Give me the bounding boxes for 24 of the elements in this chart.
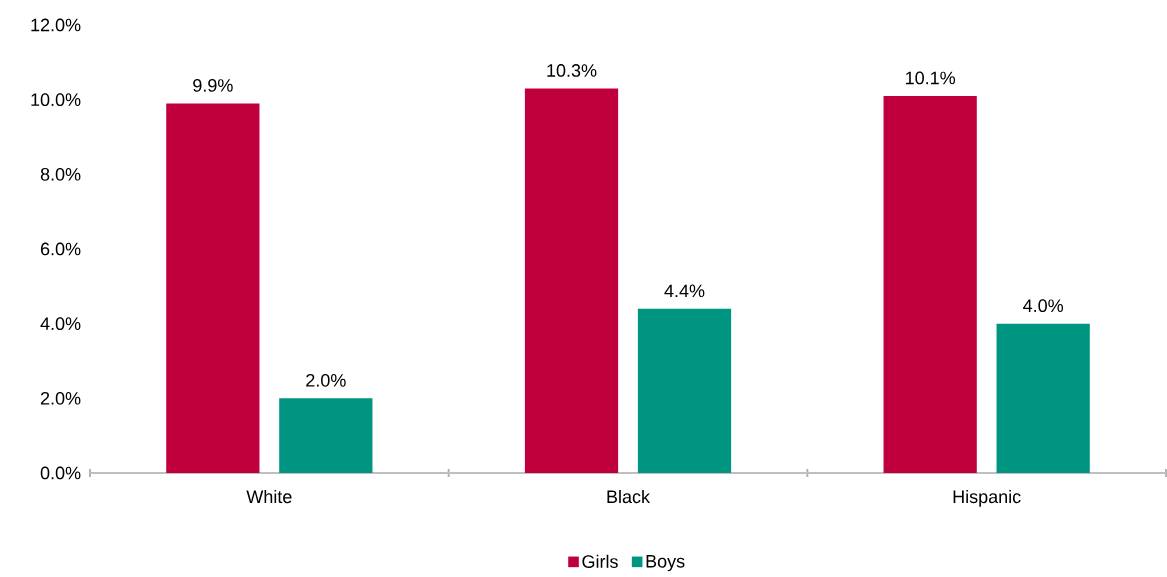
bar bbox=[883, 95, 977, 473]
data-label: 10.3% bbox=[547, 64, 597, 77]
x-tick-label: White bbox=[246, 489, 292, 504]
x-tick-label: Black bbox=[607, 489, 651, 504]
data-label: 9.9% bbox=[193, 79, 233, 92]
y-tick-label: 0.0% bbox=[40, 466, 81, 480]
bar bbox=[279, 398, 373, 473]
bar bbox=[637, 308, 732, 473]
data-label: 4.4% bbox=[664, 284, 705, 298]
bar bbox=[524, 88, 619, 473]
y-tick-label: 10.0% bbox=[31, 93, 81, 107]
data-label: 4.0% bbox=[1023, 299, 1064, 313]
y-tick-label: 12.0% bbox=[31, 18, 81, 32]
legend-label: Girls bbox=[582, 554, 618, 568]
x-tick-label: Hispanic bbox=[953, 489, 1021, 507]
data-label: 10.1% bbox=[906, 71, 956, 85]
y-tick-label: 8.0% bbox=[40, 167, 81, 181]
bar bbox=[996, 323, 1090, 473]
y-tick-label: 4.0% bbox=[40, 317, 81, 331]
legend-label: Boys bbox=[646, 555, 685, 572]
y-tick-label: 2.0% bbox=[40, 391, 81, 405]
bar bbox=[166, 103, 260, 473]
y-tick-label: 6.0% bbox=[40, 242, 81, 256]
data-label: 2.0% bbox=[306, 373, 346, 387]
